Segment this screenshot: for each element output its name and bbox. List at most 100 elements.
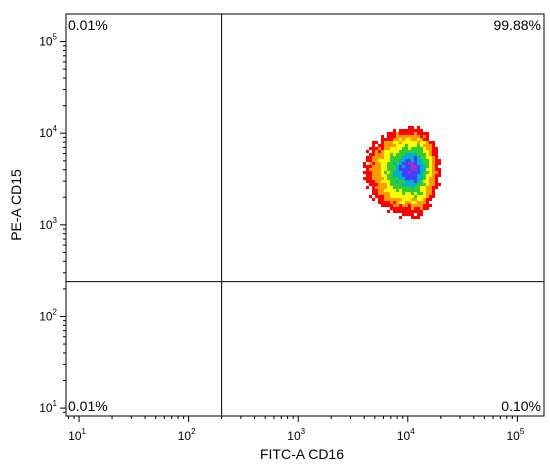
density-cell bbox=[384, 174, 387, 177]
density-cell bbox=[432, 171, 435, 174]
density-cell bbox=[384, 168, 387, 171]
density-cell bbox=[423, 156, 426, 159]
density-cell bbox=[423, 174, 426, 177]
density-cell bbox=[375, 165, 378, 168]
density-cell bbox=[369, 165, 372, 168]
density-cell bbox=[414, 174, 417, 177]
density-cell bbox=[414, 180, 417, 183]
density-cell bbox=[429, 174, 432, 177]
density-cell bbox=[408, 180, 411, 183]
density-cell bbox=[426, 159, 429, 162]
density-cell bbox=[426, 201, 429, 204]
density-cell bbox=[405, 201, 408, 204]
density-cell bbox=[420, 141, 423, 144]
density-cell bbox=[381, 180, 384, 183]
density-cell bbox=[384, 171, 387, 174]
density-cell bbox=[423, 165, 426, 168]
density-cell bbox=[408, 138, 411, 141]
density-cell bbox=[378, 159, 381, 162]
density-cell bbox=[405, 162, 408, 165]
density-cell bbox=[438, 171, 441, 174]
density-cell bbox=[423, 186, 426, 189]
density-cell bbox=[420, 213, 423, 216]
density-cell bbox=[387, 171, 390, 174]
density-cell bbox=[420, 150, 423, 153]
density-cell bbox=[411, 159, 414, 162]
density-cell bbox=[399, 150, 402, 153]
density-cell bbox=[432, 177, 435, 180]
density-cell bbox=[402, 174, 405, 177]
density-cell bbox=[393, 153, 396, 156]
density-cell bbox=[399, 162, 402, 165]
density-cell bbox=[372, 186, 375, 189]
density-cell bbox=[435, 183, 438, 186]
density-cell bbox=[414, 156, 417, 159]
density-cell bbox=[411, 141, 414, 144]
density-cell bbox=[399, 210, 402, 213]
density-cell bbox=[378, 165, 381, 168]
density-cell bbox=[408, 141, 411, 144]
density-cell bbox=[402, 159, 405, 162]
density-cell bbox=[372, 153, 375, 156]
density-cell bbox=[381, 183, 384, 186]
density-cell bbox=[423, 201, 426, 204]
density-cell bbox=[396, 201, 399, 204]
density-cell bbox=[429, 189, 432, 192]
density-cell bbox=[429, 144, 432, 147]
density-cell bbox=[414, 168, 417, 171]
density-cell bbox=[390, 180, 393, 183]
density-cell bbox=[423, 204, 426, 207]
density-cell bbox=[381, 198, 384, 201]
density-cell bbox=[390, 192, 393, 195]
density-cell bbox=[402, 171, 405, 174]
density-cell bbox=[396, 207, 399, 210]
density-cell bbox=[414, 138, 417, 141]
density-cell bbox=[423, 183, 426, 186]
density-cell bbox=[408, 177, 411, 180]
density-cell bbox=[372, 159, 375, 162]
density-cell bbox=[402, 168, 405, 171]
quadrant-label-top-left: 0.01% bbox=[68, 17, 108, 33]
density-cell bbox=[417, 165, 420, 168]
density-cell bbox=[411, 150, 414, 153]
density-cell bbox=[378, 177, 381, 180]
density-cell bbox=[414, 129, 417, 132]
density-cell bbox=[366, 177, 369, 180]
density-cell bbox=[405, 171, 408, 174]
density-cell bbox=[435, 174, 438, 177]
density-cell bbox=[390, 204, 393, 207]
density-cell bbox=[384, 156, 387, 159]
density-cell bbox=[369, 156, 372, 159]
density-cell bbox=[387, 141, 390, 144]
density-cell bbox=[372, 192, 375, 195]
density-cell bbox=[390, 153, 393, 156]
density-cell bbox=[417, 189, 420, 192]
density-cell bbox=[420, 201, 423, 204]
density-cell bbox=[390, 168, 393, 171]
density-cell bbox=[405, 210, 408, 213]
density-cell bbox=[411, 195, 414, 198]
plot-frame bbox=[65, 13, 545, 417]
density-cell bbox=[420, 156, 423, 159]
density-cell bbox=[435, 186, 438, 189]
density-cell bbox=[411, 177, 414, 180]
density-cell bbox=[429, 141, 432, 144]
density-cell bbox=[411, 180, 414, 183]
density-cell bbox=[408, 207, 411, 210]
density-cell bbox=[423, 141, 426, 144]
density-cell bbox=[384, 141, 387, 144]
density-cell bbox=[432, 183, 435, 186]
density-cell bbox=[420, 177, 423, 180]
density-cell bbox=[405, 135, 408, 138]
density-cell bbox=[375, 195, 378, 198]
density-cell bbox=[387, 144, 390, 147]
density-cell bbox=[396, 195, 399, 198]
density-cell bbox=[417, 198, 420, 201]
y-tick-label: 104 bbox=[39, 124, 57, 140]
density-cell bbox=[372, 165, 375, 168]
density-cell bbox=[402, 180, 405, 183]
density-cell bbox=[369, 162, 372, 165]
density-cell bbox=[387, 195, 390, 198]
density-cell bbox=[429, 153, 432, 156]
